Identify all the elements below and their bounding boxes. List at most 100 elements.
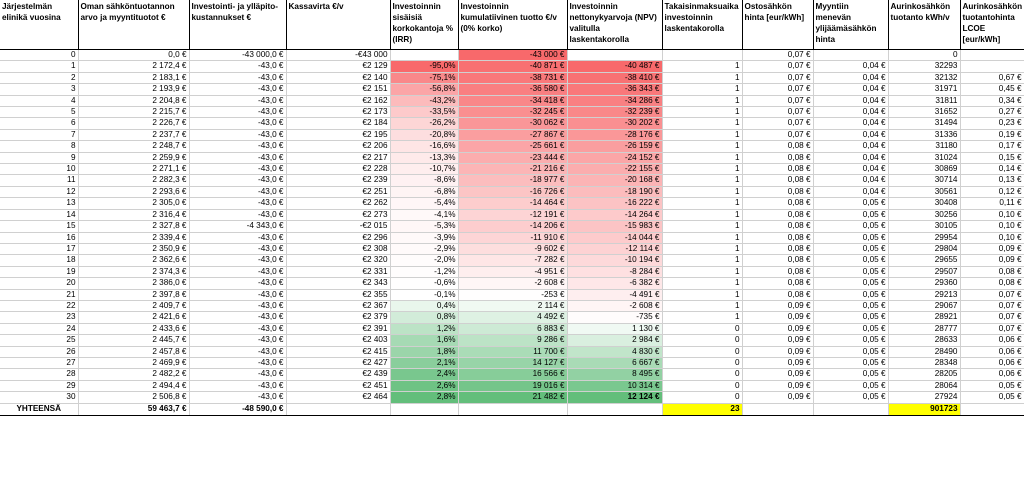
header-cashflow[interactable]: Kassavirta €/v	[286, 0, 391, 50]
cell-sell-price[interactable]: 0,05 €	[813, 323, 889, 336]
cell-sell-price[interactable]: 0,05 €	[813, 254, 889, 267]
cell-energy-value[interactable]: 2 362,6 €	[78, 254, 190, 267]
cell-production[interactable]: 29804	[888, 243, 961, 256]
cell-production[interactable]: 29067	[888, 300, 961, 313]
cell-cashflow[interactable]: €2 140	[286, 72, 391, 85]
cell-cashflow[interactable]: €2 184	[286, 117, 391, 130]
cell-purchase-price[interactable]: 0,07 €	[742, 83, 814, 96]
cell-irr[interactable]: -20,8%	[390, 129, 459, 142]
cell-costs[interactable]: -43,0 €	[189, 254, 287, 267]
cell-year[interactable]: 5	[0, 106, 79, 119]
cell-npv[interactable]: 4 830 €	[567, 346, 663, 358]
cell-year[interactable]: 27	[0, 357, 79, 370]
totals-costs[interactable]: -48 590,0 €	[189, 402, 287, 416]
totals-empty-cell[interactable]	[458, 402, 568, 416]
cell-irr[interactable]: -26,2%	[390, 117, 459, 130]
cell-production[interactable]: 29954	[888, 232, 961, 244]
cell-purchase-price[interactable]: 0,09 €	[742, 346, 814, 358]
cell-payback[interactable]: 1	[662, 72, 743, 85]
cell-sell-price[interactable]: 0,04 €	[813, 152, 889, 165]
totals-empty-cell[interactable]	[390, 402, 459, 416]
cell-energy-value[interactable]: 2 305,0 €	[78, 197, 190, 210]
cell-payback[interactable]: 0	[662, 323, 743, 336]
cell-payback[interactable]: 1	[662, 163, 743, 176]
cell-irr[interactable]: 2,1%	[390, 357, 459, 370]
cell-npv[interactable]: -14 044 €	[567, 232, 663, 244]
cell-sell-price[interactable]: 0,04 €	[813, 72, 889, 85]
cell-lcoe[interactable]: 0,34 €	[960, 95, 1024, 108]
cell-cumulative[interactable]: 21 482 €	[458, 391, 568, 404]
cell-irr[interactable]: -75,1%	[390, 72, 459, 85]
header-costs[interactable]: Investointi- ja ylläpito-kustannukset €	[189, 0, 287, 50]
cell-lcoe[interactable]: 0,17 €	[960, 140, 1024, 153]
cell-irr[interactable]	[390, 49, 459, 62]
cell-irr[interactable]: -5,3%	[390, 220, 459, 233]
cell-payback[interactable]: 0	[662, 334, 743, 347]
totals-empty-cell[interactable]	[813, 402, 889, 416]
cell-payback[interactable]: 1	[662, 209, 743, 222]
cell-npv[interactable]: 8 495 €	[567, 368, 663, 381]
cell-energy-value[interactable]: 2 494,4 €	[78, 380, 190, 393]
cell-lcoe[interactable]: 0,67 €	[960, 72, 1024, 85]
cell-energy-value[interactable]: 2 248,7 €	[78, 140, 190, 153]
cell-payback[interactable]: 1	[662, 300, 743, 313]
cell-purchase-price[interactable]: 0,07 €	[742, 60, 814, 73]
cell-irr[interactable]: 1,8%	[390, 346, 459, 358]
cell-energy-value[interactable]: 2 457,8 €	[78, 346, 190, 358]
cell-payback[interactable]: 0	[662, 380, 743, 393]
cell-year[interactable]: 4	[0, 95, 79, 108]
cell-costs[interactable]: -43,0 €	[189, 323, 287, 336]
cell-costs[interactable]: -43,0 €	[189, 266, 287, 279]
cell-payback[interactable]: 1	[662, 95, 743, 108]
cell-year[interactable]: 19	[0, 266, 79, 279]
cell-costs[interactable]: -43,0 €	[189, 334, 287, 347]
cell-production[interactable]: 0	[888, 49, 961, 62]
cell-year[interactable]: 16	[0, 232, 79, 244]
cell-payback[interactable]: 1	[662, 277, 743, 290]
cell-sell-price[interactable]: 0,05 €	[813, 289, 889, 301]
cell-purchase-price[interactable]: 0,08 €	[742, 220, 814, 233]
totals-empty-cell[interactable]	[286, 402, 391, 416]
cell-payback[interactable]: 1	[662, 220, 743, 233]
cell-energy-value[interactable]: 2 226,7 €	[78, 117, 190, 130]
cell-year[interactable]: 17	[0, 243, 79, 256]
cell-cashflow[interactable]: €2 217	[286, 152, 391, 165]
cell-purchase-price[interactable]: 0,08 €	[742, 197, 814, 210]
cell-production[interactable]: 29655	[888, 254, 961, 267]
cell-energy-value[interactable]: 2 421,6 €	[78, 311, 190, 324]
totals-empty-cell[interactable]	[567, 402, 663, 416]
cell-purchase-price[interactable]: 0,08 €	[742, 277, 814, 290]
totals-empty-cell[interactable]	[742, 402, 814, 416]
cell-cumulative[interactable]: -4 951 €	[458, 266, 568, 279]
cell-cashflow[interactable]: €2 296	[286, 232, 391, 244]
cell-costs[interactable]: -43,0 €	[189, 140, 287, 153]
cell-purchase-price[interactable]: 0,08 €	[742, 152, 814, 165]
cell-lcoe[interactable]: 0,06 €	[960, 357, 1024, 370]
cell-energy-value[interactable]: 2 282,3 €	[78, 174, 190, 187]
cell-cumulative[interactable]: -253 €	[458, 289, 568, 301]
cell-npv[interactable]: -8 284 €	[567, 266, 663, 279]
cell-production[interactable]: 31024	[888, 152, 961, 165]
cell-production[interactable]: 31180	[888, 140, 961, 153]
cell-sell-price[interactable]: 0,05 €	[813, 266, 889, 279]
cell-cumulative[interactable]: -36 580 €	[458, 83, 568, 96]
cell-year[interactable]: 7	[0, 129, 79, 142]
cell-costs[interactable]: -43,0 €	[189, 174, 287, 187]
cell-costs[interactable]: -43,0 €	[189, 277, 287, 290]
cell-npv[interactable]: -15 983 €	[567, 220, 663, 233]
cell-irr[interactable]: -56,8%	[390, 83, 459, 96]
cell-energy-value[interactable]: 2 193,9 €	[78, 83, 190, 96]
cell-irr[interactable]: -3,9%	[390, 232, 459, 244]
cell-sell-price[interactable]: 0,05 €	[813, 243, 889, 256]
header-irr[interactable]: Investoinnin sisäisiä korkokantoja % (IR…	[390, 0, 459, 50]
cell-sell-price[interactable]: 0,04 €	[813, 106, 889, 119]
cell-year[interactable]: 9	[0, 152, 79, 165]
cell-purchase-price[interactable]: 0,09 €	[742, 311, 814, 324]
cell-cumulative[interactable]: -38 731 €	[458, 72, 568, 85]
cell-costs[interactable]: -43,0 €	[189, 300, 287, 313]
cell-lcoe[interactable]: 0,11 €	[960, 197, 1024, 210]
cell-cashflow[interactable]: €2 379	[286, 311, 391, 324]
cell-npv[interactable]: 12 124 €	[567, 391, 663, 404]
cell-irr[interactable]: -0,1%	[390, 289, 459, 301]
cell-cumulative[interactable]: 9 286 €	[458, 334, 568, 347]
